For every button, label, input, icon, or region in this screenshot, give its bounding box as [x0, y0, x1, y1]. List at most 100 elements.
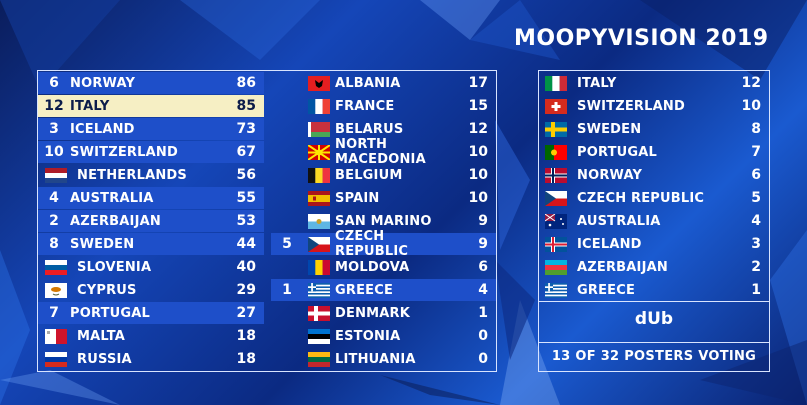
scoreboard-row: 8 SWEDEN 44	[38, 233, 264, 255]
total-score: 10	[468, 167, 488, 183]
divider	[539, 301, 769, 302]
greece-flag-icon	[545, 282, 567, 298]
scoreboard: 6 NORWAY 86 12 ITALY 85 3 ICELAND 73 10 SWITZERLAN…	[37, 70, 497, 372]
country-name: PORTUGAL	[70, 305, 151, 321]
total-score: 27	[236, 305, 256, 321]
page-title: MOOPYVISION 2019	[514, 26, 769, 51]
country-name: CZECH REPUBLIC	[577, 190, 705, 206]
total-score: 10	[468, 144, 488, 160]
scoreboard-row: MOLDOVA 6	[271, 256, 496, 278]
country-name: NETHERLANDS	[77, 167, 187, 183]
country-name: ITALY	[70, 98, 110, 114]
vote-entry: AZERBAIJAN 2	[539, 256, 769, 278]
russia-flag-icon	[45, 351, 67, 367]
country-name: ICELAND	[577, 236, 642, 252]
vote-entry: ITALY 12	[539, 72, 769, 94]
country-name: LITHUANIA	[335, 351, 416, 367]
votes-panel: ITALY 12 SWITZERLAND 10 SWEDEN 8 PORTUGAL 7 NORW…	[538, 70, 770, 372]
points-given: 1	[751, 282, 761, 298]
malta-flag-icon	[45, 328, 67, 344]
points-received: 1	[282, 282, 292, 298]
total-score: 85	[236, 98, 256, 114]
total-score: 55	[236, 190, 256, 206]
country-name: NORWAY	[577, 167, 643, 183]
country-name: NORWAY	[70, 75, 136, 91]
scoreboard-row: 2 AZERBAIJAN 53	[38, 210, 264, 232]
points-received: 6	[49, 75, 59, 91]
estonia-flag-icon	[308, 328, 330, 344]
scoreboard-row: SAN MARINO 9	[271, 210, 496, 232]
total-score: 40	[236, 259, 256, 275]
country-name: AZERBAIJAN	[70, 213, 161, 229]
country-name: FRANCE	[335, 98, 395, 114]
country-name: CZECH REPUBLIC	[335, 229, 409, 259]
netherlands-flag-icon	[45, 167, 67, 183]
vote-entry: CZECH REPUBLIC 5	[539, 187, 769, 209]
slovenia-flag-icon	[45, 259, 67, 275]
total-score: 1	[478, 305, 488, 321]
country-name: BELGIUM	[335, 167, 403, 183]
total-score: 18	[236, 328, 256, 344]
points-received: 3	[49, 121, 59, 137]
scoreboard-row: NORTH MACEDONIA 10	[271, 137, 496, 167]
country-name: MALTA	[77, 328, 126, 344]
country-name: SAN MARINO	[335, 213, 432, 229]
country-name: SWEDEN	[70, 236, 135, 252]
country-name: RUSSIA	[77, 351, 132, 367]
total-score: 15	[468, 98, 488, 114]
belgium-flag-icon	[308, 167, 330, 183]
scoreboard-row: BELGIUM 10	[271, 164, 496, 186]
scoreboard-row: 4 AUSTRALIA 55	[38, 187, 264, 209]
vote-entry: GREECE 1	[539, 279, 769, 301]
scoreboard-row: 3 ICELAND 73	[38, 118, 264, 140]
greece-flag-icon	[308, 282, 330, 298]
scoreboard-row: 10 SWITZERLAND 67	[38, 141, 264, 163]
country-name: PORTUGAL	[577, 144, 658, 160]
points-received: 2	[49, 213, 59, 229]
scoreboard-row: MALTA 18	[38, 325, 264, 347]
country-name: AUSTRALIA	[70, 190, 154, 206]
scoreboard-row: DENMARK 1	[271, 302, 496, 324]
country-name: SWEDEN	[577, 121, 642, 137]
points-received: 8	[49, 236, 59, 252]
cyprus-flag-icon	[45, 282, 67, 298]
belarus-flag-icon	[308, 121, 330, 137]
country-name: BELARUS	[335, 121, 404, 137]
country-name: ICELAND	[70, 121, 135, 137]
france-flag-icon	[308, 98, 330, 114]
points-given: 6	[751, 167, 761, 183]
total-score: 56	[236, 167, 256, 183]
points-given: 12	[741, 75, 761, 91]
vote-entry: NORWAY 6	[539, 164, 769, 186]
total-score: 17	[468, 75, 488, 91]
country-name: NORTH MACEDONIA	[335, 137, 426, 167]
country-name: ALBANIA	[335, 75, 401, 91]
denmark-flag-icon	[308, 305, 330, 321]
italy-flag-icon	[545, 75, 567, 91]
spain-flag-icon	[308, 190, 330, 206]
points-given: 10	[741, 98, 761, 114]
total-score: 10	[468, 190, 488, 206]
points-received: 4	[49, 190, 59, 206]
scoreboard-row: ESTONIA 0	[271, 325, 496, 347]
lithuania-flag-icon	[308, 351, 330, 367]
voting-status: 13 OF 32 POSTERS VOTING	[551, 349, 757, 364]
czech-flag-icon	[545, 190, 567, 206]
sanmarino-flag-icon	[308, 213, 330, 229]
country-name: SLOVENIA	[77, 259, 152, 275]
scoreboard-row: SLOVENIA 40	[38, 256, 264, 278]
scoreboard-row: 5 CZECH REPUBLIC 9	[271, 229, 496, 259]
scoreboard-row: RUSSIA 18	[38, 348, 264, 370]
portugal-flag-icon	[545, 144, 567, 160]
scoreboard-row: 6 NORWAY 86	[38, 72, 264, 94]
points-given: 7	[751, 144, 761, 160]
points-received: 10	[44, 144, 64, 160]
country-name: SPAIN	[335, 190, 380, 206]
country-name: MOLDOVA	[335, 259, 410, 275]
vote-entry: PORTUGAL 7	[539, 141, 769, 163]
scoreboard-row: NETHERLANDS 56	[38, 164, 264, 186]
points-received: 5	[282, 236, 292, 252]
country-name: ESTONIA	[335, 328, 401, 344]
